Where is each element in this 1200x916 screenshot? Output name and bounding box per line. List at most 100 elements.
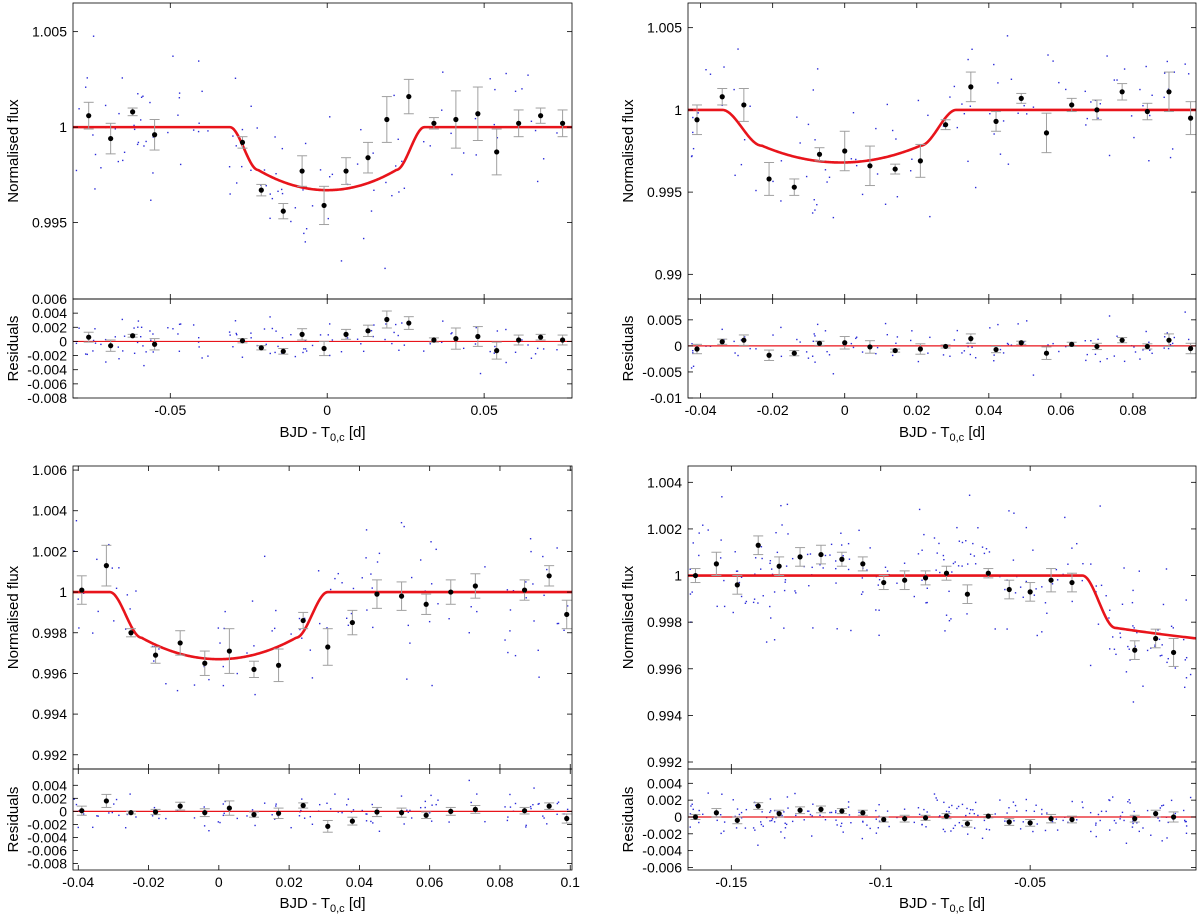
binned-flux-point xyxy=(453,116,459,123)
raw-flux-point xyxy=(971,48,973,50)
raw-flux-point xyxy=(542,555,544,558)
raw-residual-point xyxy=(533,787,535,789)
x-axis-label-main: BJD - T xyxy=(279,424,330,441)
raw-flux-point xyxy=(219,642,221,644)
raw-residual-point xyxy=(692,808,694,811)
raw-residual-point xyxy=(1090,340,1092,342)
raw-flux-point xyxy=(1142,105,1144,107)
raw-residual-point xyxy=(1055,818,1058,820)
raw-residual-point xyxy=(999,799,1001,801)
raw-flux-point xyxy=(705,69,707,71)
raw-residual-point xyxy=(73,798,75,800)
raw-flux-point xyxy=(309,649,312,651)
binned-residual-point xyxy=(472,806,478,813)
raw-flux-point xyxy=(222,665,224,668)
raw-flux-point xyxy=(974,563,977,565)
raw-flux-point xyxy=(702,524,704,526)
raw-residual-point xyxy=(935,797,937,799)
binned-flux-point xyxy=(860,561,866,567)
raw-flux-point xyxy=(470,606,472,608)
raw-flux-point xyxy=(271,197,274,200)
binned-flux-point xyxy=(1144,108,1150,115)
binned-flux-point xyxy=(475,111,481,117)
raw-residual-point xyxy=(942,354,945,356)
raw-flux-point xyxy=(277,190,279,193)
raw-residual-point xyxy=(100,343,102,346)
raw-residual-point xyxy=(819,814,821,816)
x-axis-label-unit: [d] xyxy=(345,424,366,441)
binned-flux-point xyxy=(776,563,782,569)
binned-residual-point xyxy=(448,808,454,814)
raw-residual-point xyxy=(835,819,837,821)
raw-residual-point xyxy=(1150,834,1152,836)
raw-flux-point xyxy=(968,494,971,496)
raw-residual-point xyxy=(269,352,271,355)
raw-residual-point xyxy=(1133,346,1135,348)
raw-residual-point xyxy=(929,336,931,339)
raw-flux-point xyxy=(362,237,365,240)
raw-flux-point xyxy=(340,260,343,262)
raw-flux-point xyxy=(1159,655,1162,657)
res-tick-label: -0.002 xyxy=(27,816,67,832)
raw-flux-point xyxy=(757,602,759,604)
raw-residual-point xyxy=(1184,819,1186,822)
raw-residual-point xyxy=(796,338,798,341)
transit-model-curve xyxy=(688,574,1196,640)
raw-residual-point xyxy=(824,819,827,821)
raw-residual-point xyxy=(222,814,225,817)
binned-residual-point xyxy=(719,339,725,345)
raw-residual-point xyxy=(691,342,693,345)
raw-flux-point xyxy=(303,232,305,235)
raw-residual-point xyxy=(273,818,276,820)
x-axis-label: BJD - T0,c [d] xyxy=(899,424,985,444)
raw-residual-point xyxy=(484,820,486,823)
raw-residual-point xyxy=(538,802,540,805)
raw-flux-point xyxy=(1108,617,1110,619)
raw-flux-point xyxy=(177,114,179,116)
raw-residual-point xyxy=(1148,341,1150,343)
raw-residual-point xyxy=(331,339,334,341)
raw-flux-point xyxy=(299,628,301,631)
raw-flux-point xyxy=(1123,567,1125,569)
raw-residual-point xyxy=(92,826,94,829)
raw-residual-point xyxy=(780,355,783,358)
raw-residual-point xyxy=(971,346,973,348)
raw-residual-point xyxy=(430,820,433,822)
raw-residual-point xyxy=(1006,812,1008,814)
raw-residual-point xyxy=(719,814,722,816)
residuals-axis-label: Residuals xyxy=(5,787,22,853)
raw-residual-point xyxy=(1019,828,1022,830)
raw-flux-point xyxy=(923,533,925,536)
raw-flux-point xyxy=(207,130,209,132)
binned-flux-point xyxy=(384,116,390,123)
raw-residual-point xyxy=(118,814,120,817)
raw-residual-point xyxy=(494,345,496,348)
raw-flux-point xyxy=(806,553,809,556)
raw-flux-point xyxy=(961,541,964,544)
raw-flux-point xyxy=(819,564,821,566)
raw-residual-point xyxy=(760,823,763,826)
raw-flux-point xyxy=(494,88,496,91)
binned-residual-point xyxy=(151,341,158,347)
raw-residual-point xyxy=(884,322,887,325)
raw-flux-point xyxy=(861,193,864,196)
x-tick-label: 0 xyxy=(215,874,223,890)
raw-residual-point xyxy=(340,351,343,353)
raw-residual-point xyxy=(75,342,78,345)
raw-flux-point xyxy=(298,617,301,620)
raw-residual-point xyxy=(828,354,831,356)
raw-flux-point xyxy=(86,77,88,79)
raw-flux-point xyxy=(1142,685,1144,687)
raw-flux-point xyxy=(263,169,266,171)
raw-residual-point xyxy=(84,353,87,355)
y-tick-label: 0.995 xyxy=(32,215,67,231)
raw-flux-point xyxy=(133,128,136,131)
binned-flux-point xyxy=(177,640,183,646)
raw-residual-point xyxy=(830,811,833,814)
raw-residual-point xyxy=(754,804,757,807)
raw-flux-point xyxy=(139,119,142,121)
raw-residual-point xyxy=(527,344,529,346)
binned-residual-point xyxy=(321,345,327,352)
raw-flux-point xyxy=(137,141,140,144)
binned-flux-point xyxy=(741,102,747,108)
